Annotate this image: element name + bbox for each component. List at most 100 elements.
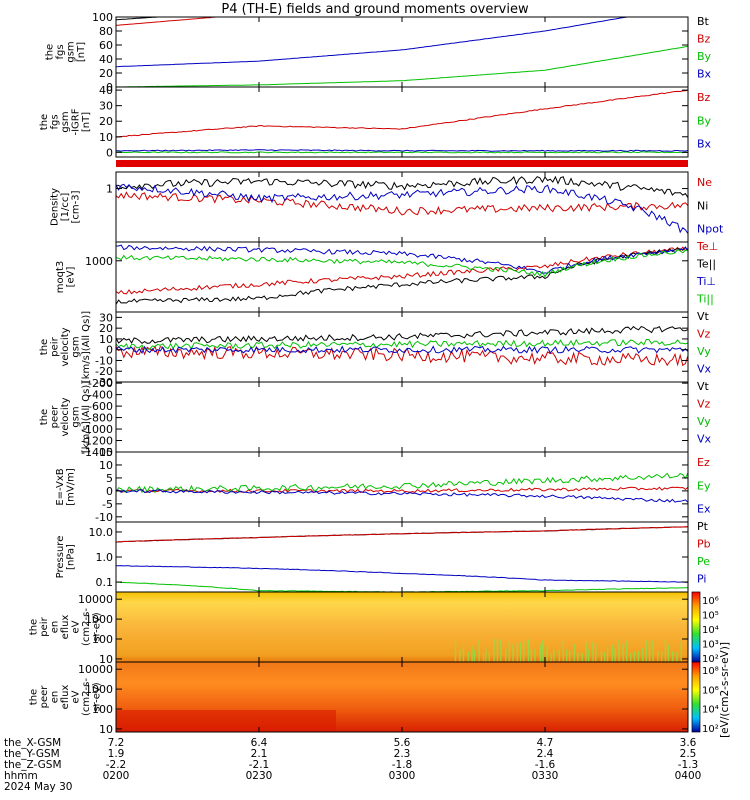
y-tick-label: 1000 [85, 255, 113, 268]
legend-entry: Ti⊥ [696, 275, 716, 288]
y-axis-label: [km/s](All Qs)] [81, 311, 92, 383]
y-tick-label: 0 [106, 146, 113, 159]
y-axis-label: eflux [60, 685, 71, 710]
y-axis-label: sr-eV) [92, 612, 103, 641]
y-axis-label: moqt3 [55, 261, 66, 294]
series-fgs_dsl-Bx [116, 149, 688, 152]
y-axis-label: [1/cc] [60, 193, 71, 222]
ephemeris-value: 6.4 [251, 737, 268, 749]
y-tick-label: 0 [106, 344, 113, 357]
ephemeris-value: -1.3 [678, 759, 699, 771]
y-axis-label: the [39, 409, 50, 425]
y-axis-label: (cm2-s- [81, 608, 92, 646]
series-peir_vel-Vz [116, 344, 688, 367]
y-tick-label: 20 [99, 115, 113, 128]
colorbar-tick-label: 10⁸ [702, 666, 719, 677]
ephemeris-value: 2.5 [680, 748, 697, 760]
legend-entry: Bz [697, 33, 711, 46]
y-tick-label: 1000 [85, 683, 113, 696]
y-tick-label: -5 [102, 498, 113, 511]
y-tick-label: 1000 [85, 613, 113, 626]
legend-entry: Vt [697, 380, 710, 393]
frame-density [115, 171, 689, 243]
y-axis-label: [km/s](All Qs)] [81, 381, 92, 453]
frame-efield [115, 451, 689, 523]
y-axis-label: en [50, 691, 61, 704]
legend-entry: Vx [697, 363, 712, 376]
spec-band [116, 710, 336, 732]
ephemeris-row-label: hhmm [4, 770, 38, 782]
series-temp-Te|| [116, 246, 688, 305]
y-axis-label: gsm [60, 111, 71, 132]
series-density-Ni [116, 175, 688, 198]
legend-entry: Vz [697, 328, 711, 341]
y-axis-label: [eV] [65, 267, 76, 288]
y-tick-label: 20 [99, 67, 113, 80]
legend-entry: Pe [697, 555, 710, 568]
y-tick-label: 1.0 [96, 551, 114, 564]
y-axis-label: Density [50, 188, 61, 226]
y-tick-label: -20 [95, 365, 113, 378]
series-efield-Ex [116, 489, 688, 503]
panel-peer_spec: 10⁸ 10⁶ 10⁴ 10² 10000 1000 100 10 the peer en eflux… [29, 661, 719, 736]
ephemeris-value: -1.6 [535, 759, 556, 771]
ephemeris-value: 0230 [246, 770, 273, 782]
y-tick-label: 10.0 [89, 526, 114, 539]
y-tick-label: 10 [99, 653, 113, 666]
y-tick-label: 15 [99, 446, 113, 459]
frame-fgs_dsl [115, 86, 689, 158]
ephemeris-value: -2.2 [106, 759, 127, 771]
y-axis-label: -IGRF [71, 108, 82, 135]
colorbar-tick-label: 10⁶ [702, 596, 719, 607]
ephemeris-value: -1.8 [392, 759, 413, 771]
y-tick-label: 10 [99, 333, 113, 346]
y-tick-label: 20 [99, 322, 113, 335]
y-axis-label: velocity [60, 327, 71, 366]
legend-entry: Pb [697, 538, 711, 551]
y-tick-label: -200 [88, 377, 113, 390]
y-tick-label: 10 [99, 723, 113, 736]
series-density-Npot [116, 183, 688, 234]
ephemeris-value: -2.1 [249, 759, 270, 771]
colorbar-peer_spec [691, 661, 701, 733]
y-tick-label: 0 [106, 485, 113, 498]
y-tick-label: -800 [88, 412, 113, 425]
y-axis-label: eflux [60, 615, 71, 640]
ephemeris-row-label: the_X-GSM [4, 737, 61, 749]
y-axis-label: sr-eV) [92, 682, 103, 711]
y-axis-label: the [39, 339, 50, 355]
y-tick-label: -1000 [81, 423, 113, 436]
y-tick-label: 1 [106, 183, 113, 196]
panel-peir_spec: 10⁶ 10⁵ 10⁴ 10³ 10² 10000 1000 100 10 the peir en ef… [29, 591, 719, 666]
y-axis-label: fgs [55, 44, 66, 59]
legend-entry: Te⊥ [696, 240, 718, 253]
status-bar [116, 160, 688, 167]
legend-entry: Bz [697, 91, 711, 104]
series-fgs_gsm-By [116, 45, 688, 87]
y-tick-label: -30 [95, 376, 113, 389]
y-tick-label: 100 [92, 703, 113, 716]
colorbar-tick-label: 10⁶ [702, 685, 719, 696]
frame-fgs_gsm [115, 16, 689, 88]
legend-entry: Ti|| [696, 293, 714, 306]
y-tick-label: 10000 [78, 663, 113, 676]
legend-entry: Pt [697, 520, 709, 533]
series-density-Ne [116, 191, 688, 216]
frame-peir_vel [115, 311, 689, 383]
y-tick-label: 40 [99, 84, 113, 97]
colorbar-tick-label: 10³ [702, 640, 719, 651]
ephemeris-value: 2.1 [251, 748, 268, 760]
y-axis-label: gsm [71, 336, 82, 357]
panel-pressure: 10.0 1.0 0.1 Pressure [nPa] Pt Pb Pe Pi [55, 520, 711, 593]
y-tick-label: 30 [99, 100, 113, 113]
legend-entry: Bx [697, 138, 712, 151]
y-axis-label: [nT] [81, 112, 92, 132]
y-tick-label: 10 [99, 131, 113, 144]
legend-entry: Vz [697, 398, 711, 411]
legend-entry: Te|| [696, 258, 716, 271]
colorbar-tick-label: 10² [702, 724, 719, 735]
y-axis-label: (cm2-s- [81, 678, 92, 716]
frame-peer_vel [115, 381, 689, 453]
